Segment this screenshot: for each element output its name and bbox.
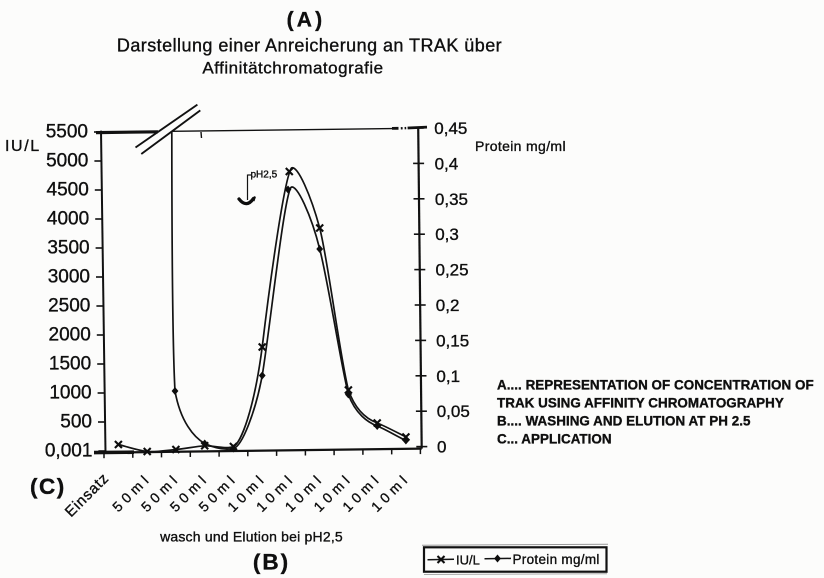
svg-text:(B): (B) <box>253 550 290 575</box>
svg-text:C... APPLICATION: C... APPLICATION <box>497 432 612 447</box>
svg-text:2000: 2000 <box>49 325 91 346</box>
svg-text:B.... WASHING AND ELUTION AT P: B.... WASHING AND ELUTION AT PH 2.5 <box>497 414 751 429</box>
svg-text:500: 500 <box>60 412 92 433</box>
svg-text:0,05: 0,05 <box>437 402 470 421</box>
svg-text:0,25: 0,25 <box>436 261 469 280</box>
svg-text:1500: 1500 <box>49 354 91 375</box>
svg-text:0,15: 0,15 <box>436 331 469 350</box>
svg-text:0,35: 0,35 <box>435 190 468 209</box>
svg-text:4000: 4000 <box>47 209 89 230</box>
svg-text:Protein mg/ml: Protein mg/ml <box>475 138 566 154</box>
svg-text:0,1: 0,1 <box>436 367 460 386</box>
svg-text:Protein mg/ml: Protein mg/ml <box>513 552 600 567</box>
svg-text:3500: 3500 <box>47 238 89 259</box>
svg-text:Affinitätchromatografie: Affinitätchromatografie <box>202 59 383 78</box>
svg-text:pH2,5: pH2,5 <box>251 170 278 181</box>
svg-text:(C): (C) <box>30 474 66 499</box>
svg-text:0,4: 0,4 <box>435 154 459 173</box>
svg-text:5000: 5000 <box>46 151 88 172</box>
svg-text:TRAK USING AFFINITY CHROMATOGR: TRAK USING AFFINITY CHROMATOGRAPHY <box>497 396 784 411</box>
svg-text:0: 0 <box>437 438 446 457</box>
svg-text:0,001: 0,001 <box>45 441 93 462</box>
svg-text:0,45: 0,45 <box>434 119 467 138</box>
svg-text:1000: 1000 <box>49 383 91 404</box>
svg-text:(A): (A) <box>287 9 326 32</box>
svg-text:Darstellung einer Anreicherung: Darstellung einer Anreicherung an TRAK ü… <box>117 36 502 56</box>
svg-text:3000: 3000 <box>48 267 90 288</box>
svg-text:A.... REPRESENTATION OF CONCEN: A.... REPRESENTATION OF CONCENTRATION OF <box>497 378 814 393</box>
svg-text:wasch und Elution bei pH2,5: wasch und Elution bei pH2,5 <box>159 529 343 545</box>
svg-text:0,2: 0,2 <box>436 296 460 315</box>
svg-text:4500: 4500 <box>47 180 89 201</box>
svg-text:IU/L: IU/L <box>5 138 41 155</box>
svg-text:IU/L: IU/L <box>456 553 480 568</box>
svg-text:Einsatz: Einsatz <box>62 470 113 521</box>
svg-text:5500: 5500 <box>46 122 88 143</box>
svg-text:2500: 2500 <box>48 296 90 317</box>
svg-text:0,3: 0,3 <box>435 225 459 244</box>
